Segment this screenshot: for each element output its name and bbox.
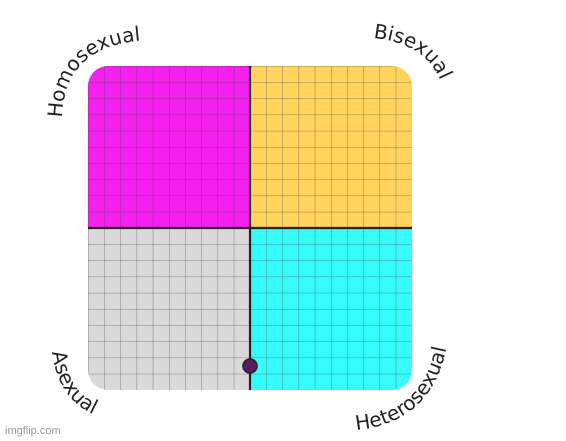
position-dot (242, 358, 258, 374)
compass (88, 66, 412, 390)
watermark: imgflip.com (5, 425, 61, 437)
